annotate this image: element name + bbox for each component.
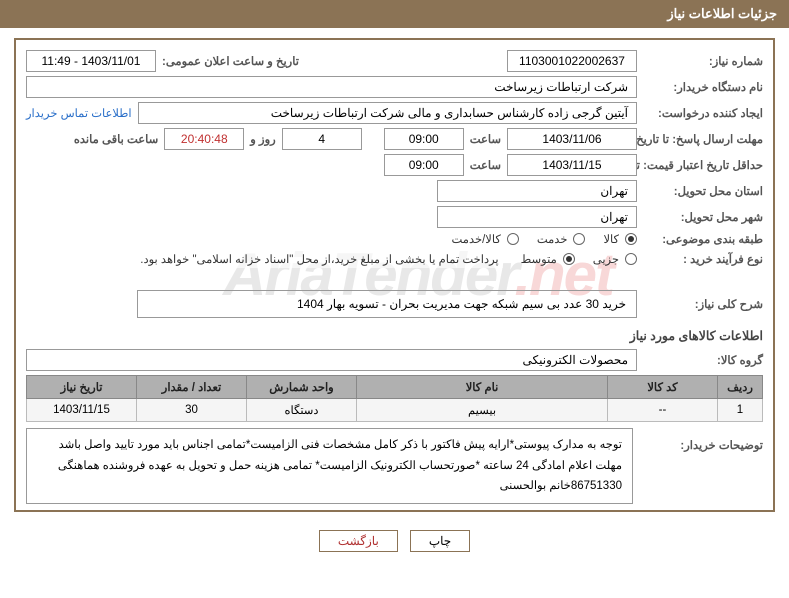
need-desc-value: خرید 30 عدد بی سیم شبکه جهت مدیریت بحران… bbox=[137, 290, 637, 318]
th-qty: تعداد / مقدار bbox=[137, 376, 247, 399]
th-name: نام کالا bbox=[357, 376, 608, 399]
td-row: 1 bbox=[718, 399, 763, 422]
table-row: 1 -- بیسیم دستگاه 30 1403/11/15 bbox=[27, 399, 763, 422]
province-value: تهران bbox=[437, 180, 637, 202]
announce-label: تاریخ و ساعت اعلان عمومی: bbox=[162, 54, 299, 68]
buyer-org-label: نام دستگاه خریدار: bbox=[643, 80, 763, 94]
validity-date: 1403/11/15 bbox=[507, 154, 637, 176]
requester-label: ایجاد کننده درخواست: bbox=[643, 106, 763, 120]
remaining-label: ساعت باقی مانده bbox=[74, 132, 158, 146]
td-unit: دستگاه bbox=[247, 399, 357, 422]
need-number-label: شماره نیاز: bbox=[643, 54, 763, 68]
countdown: 20:40:48 bbox=[164, 128, 244, 150]
need-desc-label: شرح کلی نیاز: bbox=[643, 297, 763, 311]
validity-time: 09:00 bbox=[384, 154, 464, 176]
th-code: کد کالا bbox=[608, 376, 718, 399]
buyer-notes-text: توجه به مدارک پیوستی*ارایه پیش فاکتور با… bbox=[26, 428, 633, 504]
buyer-org-value: شرکت ارتباطات زیرساخت bbox=[26, 76, 637, 98]
radio-goods-service-label: کالا/خدمت bbox=[452, 232, 501, 246]
buyer-notes-label: توضیحات خریدار: bbox=[643, 428, 763, 452]
th-unit: واحد شمارش bbox=[247, 376, 357, 399]
goods-group-value: محصولات الکترونیکی bbox=[26, 349, 637, 371]
process-note: پرداخت تمام یا بخشی از مبلغ خرید،از محل … bbox=[136, 250, 502, 268]
td-name: بیسیم bbox=[357, 399, 608, 422]
category-radio-group: کالا خدمت کالا/خدمت bbox=[440, 232, 638, 246]
days-count: 4 bbox=[282, 128, 362, 150]
process-radio-group: جزیی متوسط bbox=[509, 252, 637, 266]
process-label: نوع فرآیند خرید : bbox=[643, 252, 763, 266]
th-date: تاریخ نیاز bbox=[27, 376, 137, 399]
details-panel: AriaTender.net شماره نیاز: 1103001022002… bbox=[14, 38, 775, 512]
radio-service[interactable] bbox=[573, 233, 585, 245]
items-table: ردیف کد کالا نام کالا واحد شمارش تعداد /… bbox=[26, 375, 763, 422]
deadline-date: 1403/11/06 bbox=[507, 128, 637, 150]
radio-goods-label: کالا bbox=[603, 232, 619, 246]
goods-info-title: اطلاعات کالاهای مورد نیاز bbox=[26, 328, 763, 343]
th-row: ردیف bbox=[718, 376, 763, 399]
announce-value: 1403/11/01 - 11:49 bbox=[26, 50, 156, 72]
deadline-label: مهلت ارسال پاسخ: تا تاریخ: bbox=[643, 132, 763, 146]
category-label: طبقه بندی موضوعی: bbox=[643, 232, 763, 246]
requester-value: آیتین گرجی زاده کارشناس حسابداری و مالی … bbox=[138, 102, 637, 124]
buyer-contact-link[interactable]: اطلاعات تماس خریدار bbox=[26, 106, 132, 120]
radio-partial[interactable] bbox=[625, 253, 637, 265]
radio-service-label: خدمت bbox=[537, 232, 568, 246]
td-qty: 30 bbox=[137, 399, 247, 422]
province-label: استان محل تحویل: bbox=[643, 184, 763, 198]
deadline-time: 09:00 bbox=[384, 128, 464, 150]
back-button[interactable]: بازگشت bbox=[319, 530, 398, 552]
radio-medium[interactable] bbox=[563, 253, 575, 265]
print-button[interactable]: چاپ bbox=[410, 530, 470, 552]
time-word-2: ساعت bbox=[470, 158, 501, 172]
validity-label: حداقل تاریخ اعتبار قیمت: تا تاریخ: bbox=[643, 158, 763, 172]
radio-partial-label: جزیی bbox=[593, 252, 619, 266]
city-label: شهر محل تحویل: bbox=[643, 210, 763, 224]
td-date: 1403/11/15 bbox=[27, 399, 137, 422]
days-and: روز و bbox=[250, 132, 275, 146]
radio-goods[interactable] bbox=[625, 233, 637, 245]
radio-medium-label: متوسط bbox=[521, 252, 557, 266]
td-code: -- bbox=[608, 399, 718, 422]
city-value: تهران bbox=[437, 206, 637, 228]
radio-goods-service[interactable] bbox=[507, 233, 519, 245]
goods-group-label: گروه کالا: bbox=[643, 353, 763, 367]
time-word-1: ساعت bbox=[470, 132, 501, 146]
page-title: جزئیات اطلاعات نیاز bbox=[0, 0, 789, 28]
footer-buttons: چاپ بازگشت bbox=[0, 522, 789, 554]
need-number-value: 1103001022002637 bbox=[507, 50, 637, 72]
